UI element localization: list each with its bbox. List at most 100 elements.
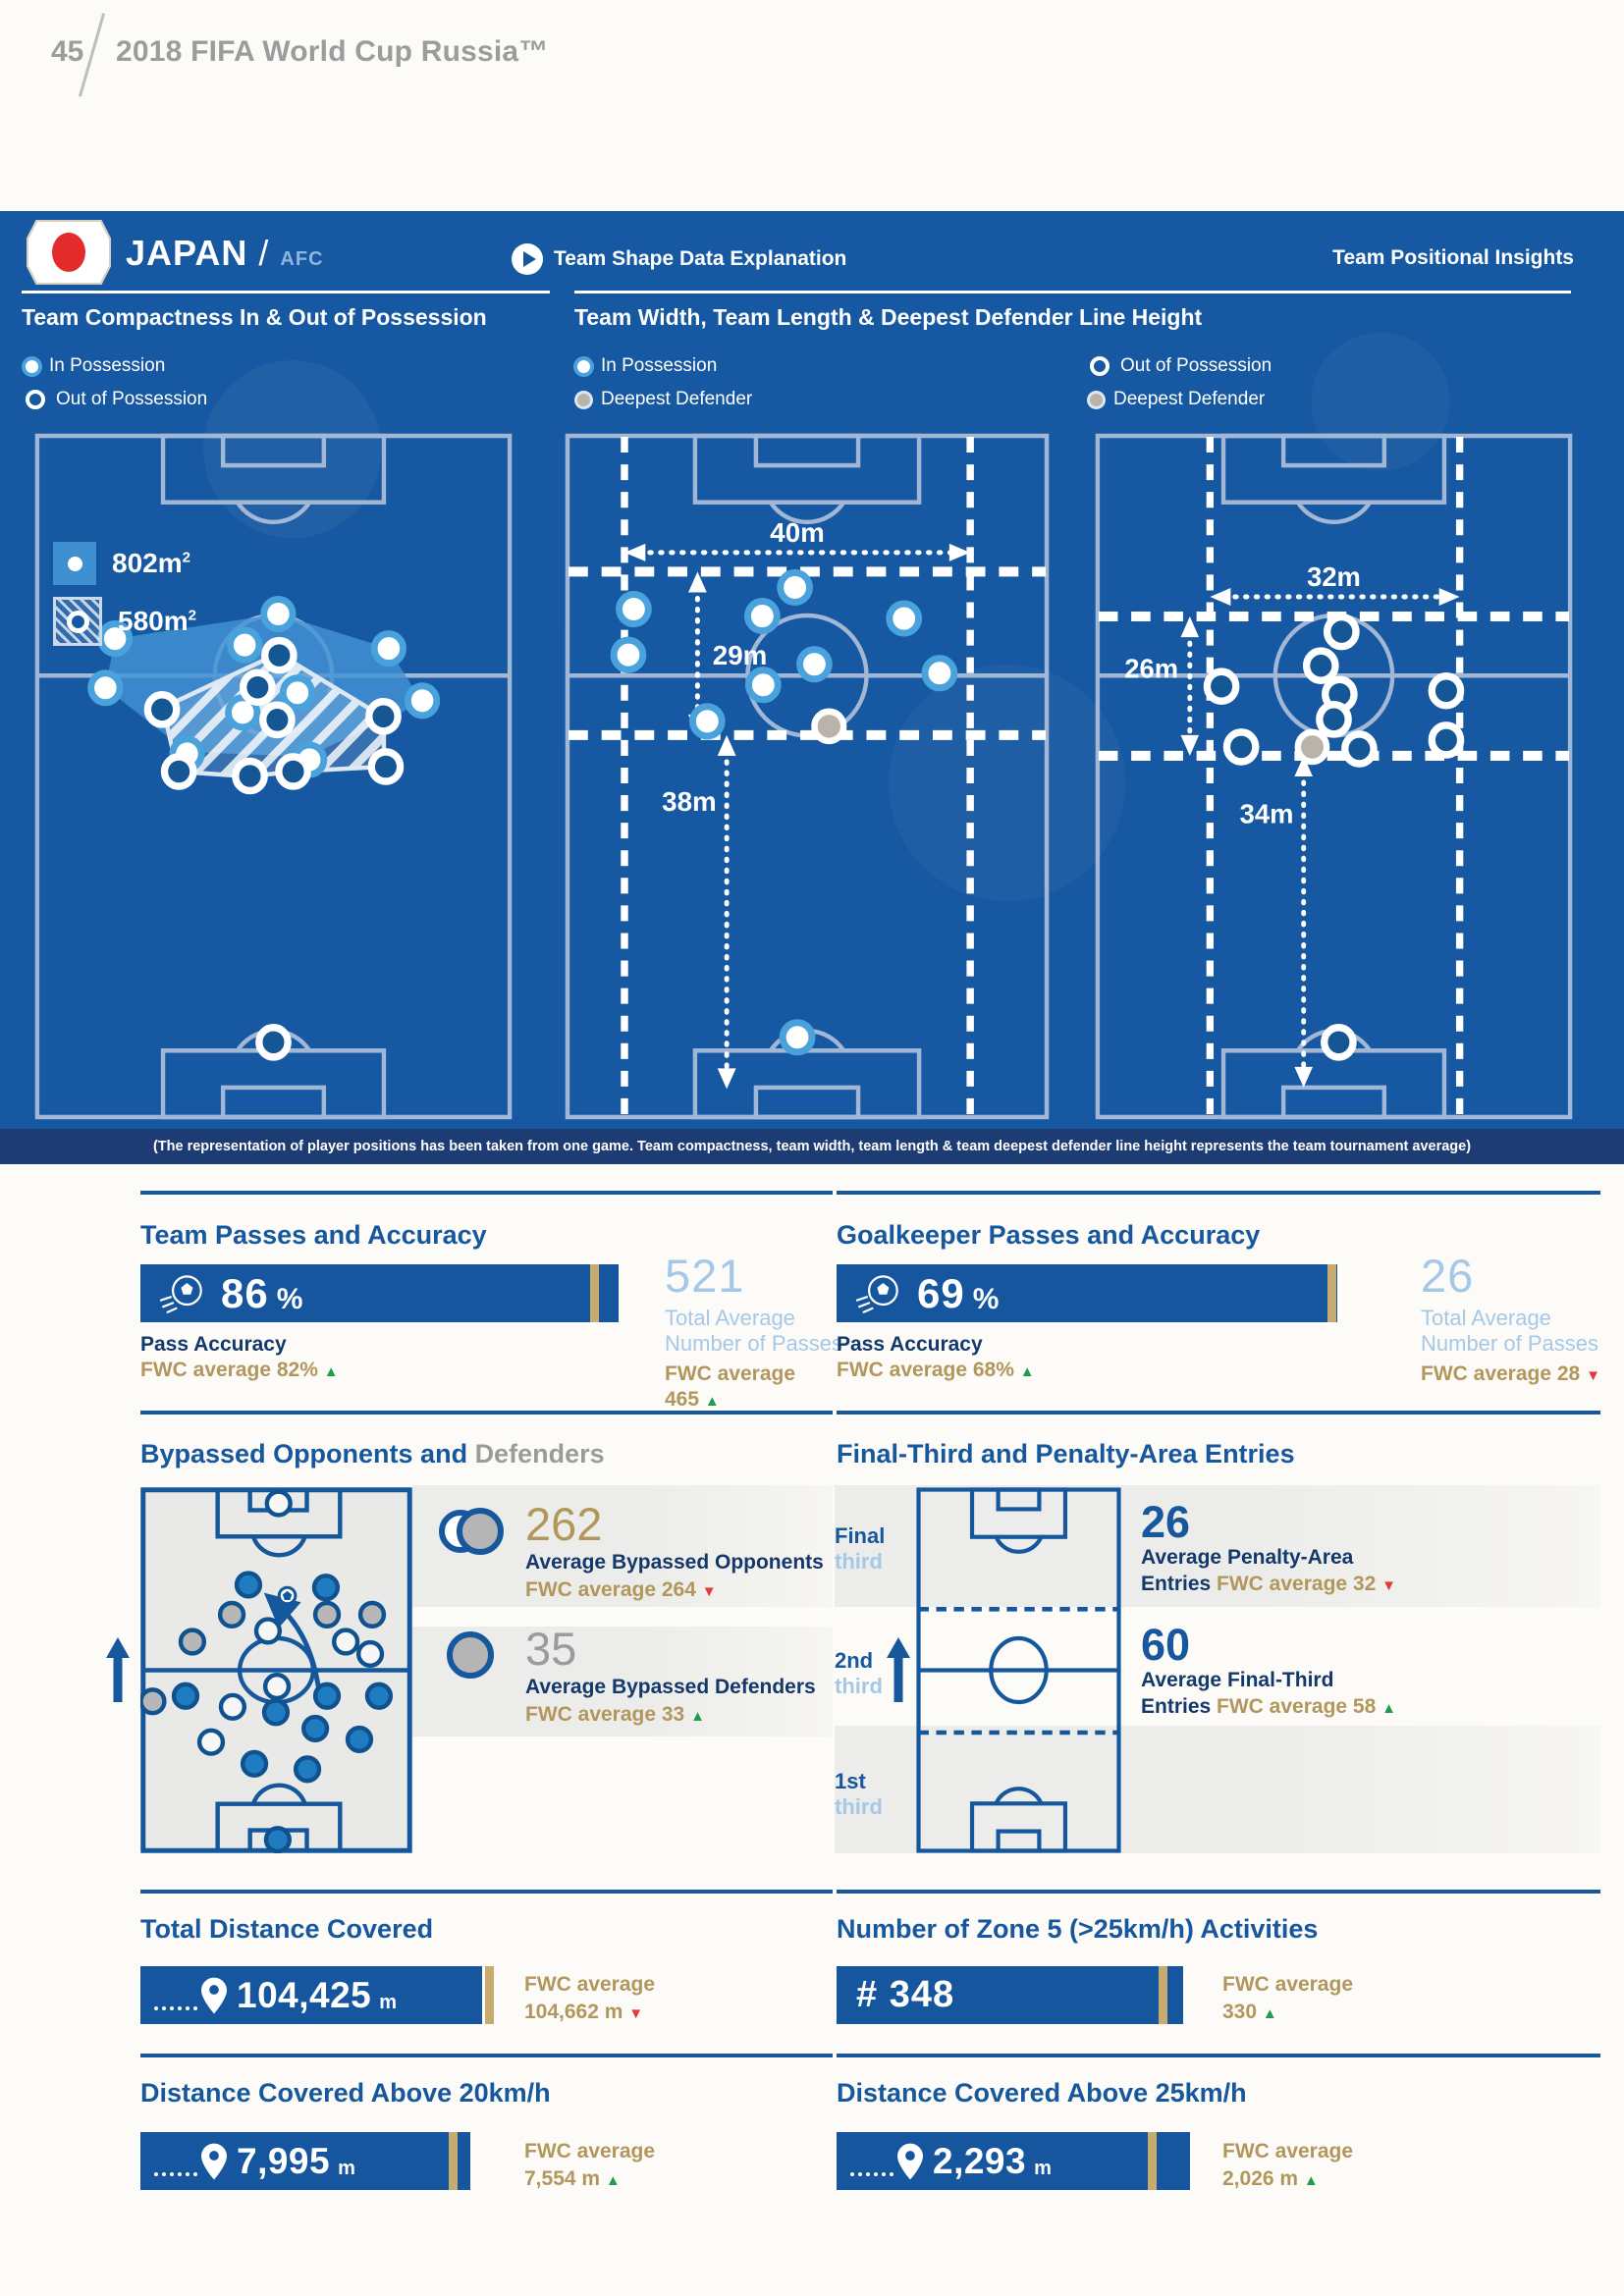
- highlight-band: [835, 1726, 1600, 1853]
- trail-dots: [154, 2171, 197, 2176]
- divider: [140, 2054, 833, 2057]
- length-measurement: 29m: [713, 640, 768, 670]
- team-separator: /: [258, 233, 270, 273]
- player-dots: [87, 595, 441, 1061]
- divider: [837, 1411, 1600, 1415]
- divider: [140, 1890, 833, 1894]
- page-title: 2018 FIFA World Cup Russia™: [116, 35, 549, 68]
- trend-up-icon: ▲: [704, 1393, 720, 1410]
- pitch-diagram: [916, 1487, 1121, 1853]
- pitch-diagram: [34, 433, 513, 1120]
- team-positional-insights-link[interactable]: Team Positional Insights: [1332, 246, 1574, 269]
- attack-direction-arrow: [106, 1637, 130, 1707]
- zone5-value: # 348: [856, 1974, 955, 2015]
- pitch-diagram: [138, 1487, 412, 1854]
- legend-deepest-defender: Deepest Defender: [577, 389, 752, 410]
- team-shape-panel: JAPAN / AFC Team Shape Data Explanation …: [0, 211, 1624, 1164]
- highlight-band: [835, 1485, 1600, 1607]
- first-third-label: third: [835, 1794, 883, 1819]
- play-icon: [512, 243, 543, 275]
- team-name: JAPAN / AFC: [126, 233, 324, 274]
- fwc-average-label: FWC average: [1222, 2140, 1354, 2163]
- second-third-label: 2nd: [835, 1648, 874, 1673]
- legend-label: Deepest Defender: [1113, 389, 1266, 409]
- unit: %: [972, 1283, 1000, 1315]
- trend-down-icon: ▼: [1381, 1577, 1396, 1594]
- attack-direction-arrow: [887, 1637, 910, 1707]
- in-possession-area-icon: [53, 542, 96, 585]
- legend-label: Out of Possession: [56, 389, 208, 409]
- trend-up-icon: ▲: [605, 2172, 621, 2189]
- fwc-average-label: FWC average 68% ▲: [837, 1359, 1035, 1381]
- zone5-title: Number of Zone 5 (>25km/h) Activities: [837, 1914, 1319, 1944]
- fwc-average-value: 465 ▲: [665, 1388, 720, 1411]
- fwc-average-value: 2,026 m ▲: [1222, 2167, 1319, 2190]
- divider: [574, 291, 1571, 294]
- penalty-entries-value: 26: [1141, 1497, 1191, 1547]
- fwc-average-label: FWC average: [524, 1973, 656, 1996]
- trend-up-icon: ▲: [323, 1363, 339, 1380]
- area-legend: 802m2 580m2: [53, 542, 196, 658]
- trend-down-icon: ▼: [628, 2005, 644, 2022]
- trend-up-icon: ▲: [1019, 1363, 1035, 1380]
- divider: [837, 1191, 1600, 1195]
- ddl-measurement: 38m: [662, 786, 717, 817]
- pass-accuracy-value: 86: [221, 1269, 269, 1316]
- trend-up-icon: ▲: [690, 1708, 705, 1725]
- divider: [140, 1191, 833, 1195]
- total-distance-bar: 104,425 m: [140, 1966, 494, 2024]
- player-dots: [138, 1489, 394, 1854]
- entries-title: Final-Third and Penalty-Area Entries: [837, 1439, 1295, 1468]
- final-third-entries-avg: Entries FWC average 58 ▲: [1141, 1695, 1396, 1718]
- unit: m: [338, 2158, 355, 2179]
- fwc-average-label: FWC average: [665, 1362, 796, 1385]
- deepest-defender-dot-icon: [1090, 393, 1103, 406]
- distance-value: 104,425: [237, 1974, 372, 2015]
- deepest-defender-dot-icon: [577, 393, 590, 406]
- fwc-average-label: FWC average 28 ▼: [1421, 1362, 1600, 1385]
- fwc-average-value: 7,554 m ▲: [524, 2167, 621, 2190]
- total-distance-title: Total Distance Covered: [140, 1914, 434, 1944]
- out-possession-area-value: 580m2: [118, 606, 196, 636]
- pass-arrow: [263, 1592, 321, 1688]
- soccer-ball-icon: [159, 1274, 202, 1313]
- unit: m: [379, 1992, 398, 2013]
- team-shape-data-explanation-link[interactable]: Team Shape Data Explanation: [511, 242, 846, 276]
- fwc-average-label: FWC average: [1222, 1973, 1354, 1996]
- legend-label: In Possession: [49, 355, 166, 376]
- out-possession-pitch: 32m 26m 34m: [1094, 432, 1574, 1121]
- legend-label: In Possession: [601, 355, 718, 376]
- total-passes-value: 26: [1421, 1250, 1475, 1302]
- bypassed-defenders-value: 35: [525, 1623, 577, 1675]
- compactness-pitch: 802m2 580m2: [33, 432, 514, 1121]
- bypassed-pitch: [138, 1487, 412, 1854]
- player-dots: [610, 568, 958, 1056]
- fwc-average-label: FWC average 82% ▲: [140, 1359, 339, 1381]
- gk-pass-accuracy-bar: 69 %: [837, 1264, 1337, 1322]
- fwc-average-tick: [485, 1966, 494, 2024]
- bypassed-defenders-label: Average Bypassed Defenders: [525, 1676, 816, 1698]
- divider: [140, 1411, 833, 1415]
- final-third-entries-value: 60: [1141, 1620, 1191, 1670]
- fwc-average-label: FWC average 33 ▲: [525, 1703, 705, 1726]
- total-passes-label: Number of Passes: [1421, 1331, 1598, 1356]
- gk-passes-title: Goalkeeper Passes and Accuracy: [837, 1220, 1261, 1250]
- out-possession-area-icon: [53, 597, 102, 646]
- fwc-average-tick: [449, 2132, 459, 2190]
- soccer-ball-icon: [855, 1274, 898, 1313]
- distance-value: 2,293: [933, 2140, 1027, 2181]
- bypassed-opponents-label: Average Bypassed Opponents: [525, 1551, 824, 1574]
- legend-in-possession: In Possession: [26, 355, 165, 377]
- divider: [837, 1890, 1600, 1894]
- pitch-diagram: 32m 26m 34m: [1095, 433, 1573, 1120]
- team-name-text: JAPAN: [126, 233, 248, 273]
- dist25-title: Distance Covered Above 25km/h: [837, 2078, 1247, 2108]
- distance-value: 7,995: [237, 2140, 331, 2181]
- team-pass-accuracy-bar: 86 %: [140, 1264, 619, 1322]
- fwc-average-value: 104,662 m ▼: [524, 2001, 644, 2023]
- trend-up-icon: ▲: [1381, 1700, 1396, 1717]
- location-pin-icon: [897, 2143, 923, 2179]
- zone5-bar: # 348: [837, 1966, 1183, 2024]
- pass-accuracy-value: 69: [917, 1269, 965, 1316]
- in-possession-dot-icon: [26, 359, 38, 373]
